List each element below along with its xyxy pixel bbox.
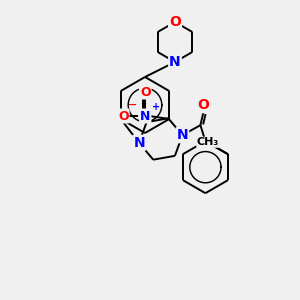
Text: +: + bbox=[152, 102, 160, 112]
Text: CH₃: CH₃ bbox=[197, 137, 219, 147]
Text: −: − bbox=[128, 100, 138, 110]
Text: O: O bbox=[140, 85, 151, 98]
Text: O: O bbox=[118, 110, 129, 122]
Text: O: O bbox=[197, 98, 209, 112]
Text: N: N bbox=[133, 136, 145, 150]
Text: O: O bbox=[169, 15, 181, 29]
Text: N: N bbox=[169, 55, 181, 69]
Text: N: N bbox=[177, 128, 188, 142]
Text: N: N bbox=[140, 110, 150, 122]
